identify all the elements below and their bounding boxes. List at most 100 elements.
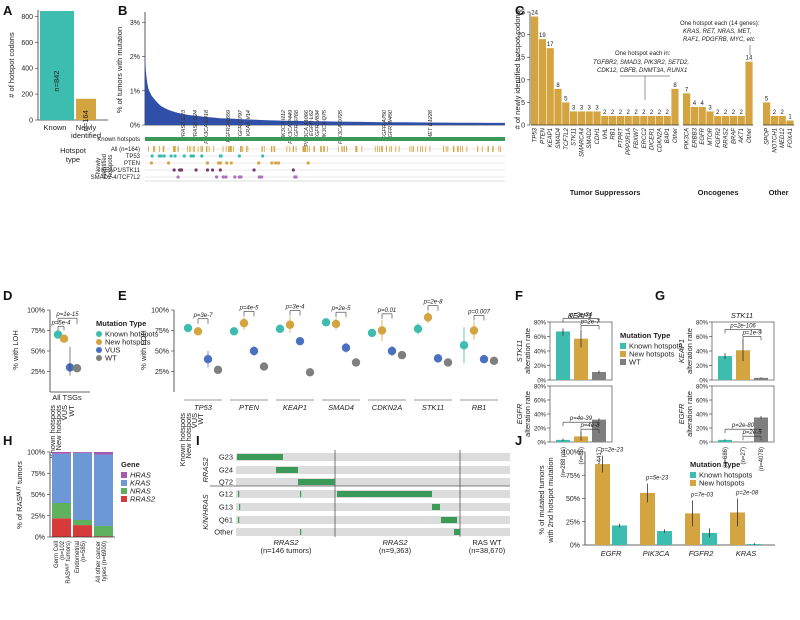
data-point-STK11-3: [443, 358, 453, 367]
track-dot: [229, 161, 233, 165]
bar-FGFR2-0: [685, 513, 700, 545]
bar-value-label: 2: [724, 110, 728, 116]
track-dot: [218, 168, 222, 172]
data-point-RB1-2: [479, 355, 489, 364]
heatmap-block: [454, 529, 460, 535]
y-axis-title: # of hotspot codons: [7, 32, 16, 98]
legend-label: WT: [105, 354, 117, 363]
bar-BRAF: [729, 115, 737, 125]
bar-TP53: [531, 16, 539, 125]
data-point-KEAP1-1: [285, 320, 295, 329]
x-axis-title: type: [66, 155, 80, 164]
legend-label: HRAS: [130, 471, 151, 480]
column-label: RAS WT: [472, 538, 502, 547]
bar-value-label: 2: [740, 110, 744, 116]
x-tick-label: Endometrial: [75, 541, 81, 573]
track-dot: [218, 161, 223, 165]
x-tick-label: New hotspots: [54, 405, 63, 451]
y-tick-label: 50%: [31, 349, 45, 356]
p-value-label: p=2e-8: [423, 300, 444, 306]
hotspot-annotation: EGFR V834: [315, 110, 321, 140]
row-label: Q72: [219, 478, 233, 487]
data-point-CDKN2A-3: [397, 350, 407, 360]
x-tick-label: All other cancer: [96, 541, 102, 583]
group-label: Tumor Suppressors: [570, 188, 641, 197]
track-dot: [205, 161, 210, 165]
p-value-label: p=2e-5: [742, 430, 763, 436]
bar-0: [718, 356, 732, 380]
heatmap-tick: [238, 491, 240, 497]
track-dot: [194, 168, 198, 172]
legend-label: New hotspots: [699, 479, 745, 488]
y-tick-label: 600: [21, 40, 33, 47]
track-dot: [274, 161, 278, 165]
bar-value-label: 3: [708, 105, 712, 111]
hotspot-annotation: PIK3CA Q75: [322, 109, 328, 141]
track-dot: [200, 154, 204, 158]
y-tick-label: 20%: [696, 427, 709, 433]
y-tick-label: 100%: [562, 450, 580, 457]
x-tick-label: WT: [67, 405, 76, 417]
track-dot: [257, 161, 261, 165]
y-tick-label: 0%: [537, 441, 546, 447]
bar-FGFR2: [714, 115, 722, 125]
panel-letter-H: H: [3, 433, 12, 448]
bar-FGFR2-1: [702, 532, 717, 545]
bar-RRAS2: [722, 115, 730, 125]
track-dot: [260, 175, 264, 179]
note-genes: RAF1, PDGFRB, MYC, etc: [683, 37, 755, 43]
x-tick-label: FOXA1: [788, 128, 794, 148]
y-tick-label: 25%: [155, 369, 169, 376]
y-tick-label: 75%: [31, 328, 45, 335]
data-point-CDKN2A-1: [377, 326, 387, 335]
y-tick-label: 0%: [35, 535, 45, 542]
panel-i: G23 G24 Q72 G12 G13 Q61 Other RRAS2 K/N/HRAS RRAS…: [201, 450, 510, 555]
y-tick-label: 2%: [130, 54, 140, 61]
bar-KEAP1: [546, 48, 554, 125]
data-point-STK11-1: [423, 313, 433, 322]
data-point-1: [59, 334, 69, 343]
panel-title: STK11: [731, 311, 753, 320]
x-tick-label: PPP2R1A: [626, 128, 632, 155]
heatmap-row-bg: [236, 453, 510, 461]
note-genes: TGFBR2, SMAD3, PIK3R2, SETD2,: [593, 60, 689, 66]
track-dot: [261, 154, 265, 158]
track-dot: [162, 154, 166, 158]
x-tick-label: SMAD2: [587, 127, 593, 148]
track-label: KEAP1/STK11: [101, 168, 141, 174]
y-tick-label: 50%: [566, 496, 580, 503]
row-label: G23: [219, 453, 233, 462]
group-label: Other: [769, 188, 789, 197]
y-tick-label: 40%: [696, 413, 709, 419]
panel-j: 0% 25% 50% 75% 100% % of mutated tumors with 2…: [537, 448, 775, 558]
x-tick-label: (n=288 pts): [561, 447, 567, 478]
bar-TCF7L2: [562, 102, 570, 125]
y-axis-title: with 2nd hotspot mutation: [546, 457, 555, 543]
track-dot: [225, 161, 229, 165]
note-head: One hotspot each in:: [615, 51, 671, 57]
x-tick-label: RASᴹᵁᵀ tumors): [65, 541, 72, 584]
panel-letter-E: E: [118, 288, 127, 303]
data-point-RB1-1: [469, 326, 479, 335]
y-tick-label: 75%: [31, 471, 45, 478]
data-point-TP53-0: [183, 323, 193, 333]
hotspot-annotation: EGFR W450: [388, 109, 394, 141]
bar-EGFR: [698, 106, 706, 125]
column-label: (n=9,363): [379, 546, 412, 555]
data-point-STK11-0: [413, 324, 423, 334]
legend-label: VUS: [105, 346, 120, 355]
data-point-TP53-2: [203, 355, 213, 364]
legend-swatch: [620, 359, 626, 365]
y-tick-label: 50%: [155, 349, 169, 356]
y-tick-label: 60%: [696, 399, 709, 405]
bar-ERBB3: [690, 106, 698, 125]
panel-letter-F: F: [515, 288, 523, 303]
legend-title: Gene: [121, 460, 140, 469]
gene-label: STK11: [422, 403, 444, 412]
y-axis-title: % with LOH: [11, 330, 20, 370]
p-value-label: p=2e-7: [580, 320, 601, 326]
hotspot-annotation: PIK3CA P449: [288, 110, 294, 144]
y-axis-title: STK11: [515, 340, 524, 362]
y-tick-label: 1%: [130, 88, 140, 95]
legend-dot: [96, 347, 102, 353]
